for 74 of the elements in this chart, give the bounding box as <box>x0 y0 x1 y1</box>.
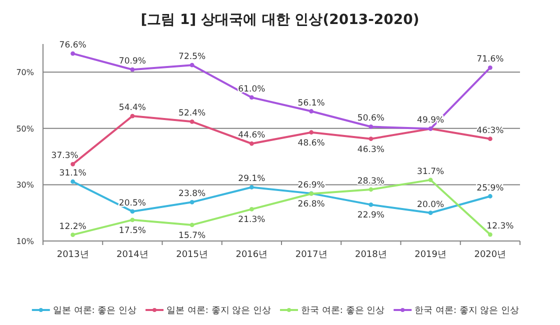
data-label: 12.3% <box>486 222 514 232</box>
data-label: 12.2% <box>59 222 86 232</box>
point <box>488 194 492 198</box>
data-label: 71.6% <box>476 54 504 65</box>
legend-label: 한국 여론: 좋지 않은 인상 <box>414 306 520 316</box>
data-label: 54.4% <box>118 103 146 114</box>
data-label: 56.1% <box>298 98 325 108</box>
point <box>70 162 76 166</box>
point <box>130 218 135 222</box>
x-tick-label: 2018년 <box>354 250 387 260</box>
x-tick-label: 2015년 <box>176 250 208 260</box>
data-label: 70.9% <box>118 56 146 67</box>
x-tick-label: 2017년 <box>295 250 328 260</box>
data-label: 26.8% <box>298 200 325 210</box>
data-label: 15.7% <box>178 230 206 241</box>
point <box>249 207 254 212</box>
data-label: 61.0% <box>238 84 266 94</box>
data-label: 52.4% <box>178 108 206 119</box>
x-tick-label: 2014년 <box>116 250 148 260</box>
legend-label: 일본 여론: 좋은 인상 <box>52 306 137 316</box>
data-label: 46.3% <box>357 144 384 155</box>
data-label: 22.9% <box>357 210 384 221</box>
point <box>249 95 254 100</box>
point <box>190 222 194 228</box>
data-label: 29.1% <box>238 174 266 184</box>
point <box>428 178 433 182</box>
point <box>368 136 374 142</box>
point <box>428 210 433 216</box>
data-label: 44.6% <box>238 130 266 141</box>
data-label: 25.9% <box>476 183 504 194</box>
x-tick-label: 2019년 <box>414 250 447 260</box>
point <box>249 141 254 146</box>
point <box>309 130 314 135</box>
data-label: 20.5% <box>118 198 146 208</box>
point <box>130 67 135 72</box>
chart-title: [그림 1] 상대국에 대한 인상(2013-2020) <box>140 12 420 28</box>
x-tick-label: 2013년 <box>56 250 89 260</box>
data-label: 21.3% <box>238 215 266 226</box>
point <box>70 51 76 56</box>
point <box>70 232 76 238</box>
y-tick-label: 70% <box>16 68 34 78</box>
point <box>130 209 135 214</box>
data-label: 72.5% <box>178 52 206 62</box>
point <box>488 232 492 237</box>
point <box>309 109 314 114</box>
data-label: 17.5% <box>118 226 146 236</box>
point <box>190 119 194 124</box>
point <box>130 114 135 118</box>
y-tick-label: 10% <box>16 237 34 246</box>
x-tick-label: 2016년 <box>236 250 268 260</box>
data-label: 31.7% <box>417 166 444 177</box>
point <box>368 202 374 207</box>
legend-label: 한국 여론: 좋은 인상 <box>301 306 385 316</box>
point <box>249 185 254 190</box>
point <box>488 136 492 142</box>
point <box>368 124 374 129</box>
point <box>488 65 492 70</box>
y-tick-label: 30% <box>16 180 34 190</box>
data-label: 28.3% <box>357 176 384 186</box>
data-label: 50.6% <box>357 114 384 124</box>
point <box>368 187 374 192</box>
point <box>190 62 194 68</box>
y-tick-label: 50% <box>16 124 34 134</box>
x-tick-label: 2020년 <box>474 250 506 260</box>
data-label: 23.8% <box>178 189 206 200</box>
data-label: 76.6% <box>59 40 86 51</box>
point <box>70 179 76 184</box>
data-label: 46.3% <box>476 126 504 136</box>
data-label: 37.3% <box>51 151 78 162</box>
data-label: 31.1% <box>59 168 86 179</box>
point <box>190 200 194 204</box>
data-label: 20.0% <box>417 200 444 210</box>
legend-label: 일본 여론: 좋지 않은 인상 <box>166 306 271 316</box>
data-label: 48.6% <box>298 138 325 148</box>
